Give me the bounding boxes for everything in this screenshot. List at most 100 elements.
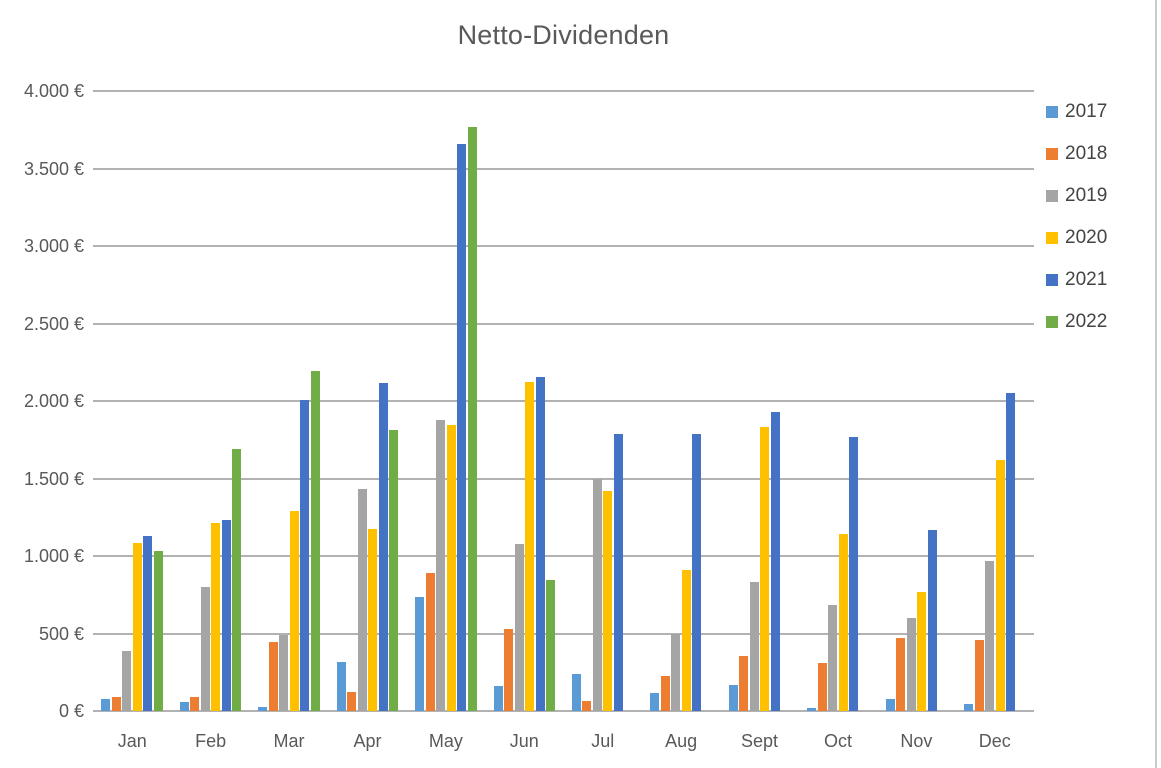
bar-2017-oct — [807, 707, 817, 711]
bar-2022-feb — [232, 449, 242, 711]
legend-label: 2018 — [1065, 143, 1108, 164]
x-axis-label-apr: Apr — [353, 731, 382, 751]
legend-swatch-2018 — [1046, 148, 1058, 160]
bar-2021-may — [457, 143, 467, 711]
legend-item-2020: 2020 — [1046, 226, 1107, 250]
gridline-3000 — [93, 245, 1034, 247]
bar-2018-sept — [739, 655, 749, 711]
x-axis-label-mar: Mar — [273, 731, 305, 751]
legend-item-2021: 2021 — [1046, 268, 1107, 292]
bar-2019-nov — [906, 618, 916, 711]
legend-item-2019: 2019 — [1046, 184, 1107, 208]
bar-2017-dec — [964, 704, 974, 711]
bar-2020-feb — [211, 523, 221, 711]
bar-2018-apr — [347, 692, 357, 711]
x-axis-label-jan: Jan — [117, 731, 147, 751]
bar-2019-aug — [671, 633, 681, 711]
bar-2021-jul — [613, 433, 623, 711]
bar-2017-mar — [258, 707, 268, 711]
bar-2017-nov — [885, 698, 895, 711]
bar-2022-apr — [389, 429, 399, 711]
bar-2017-apr — [336, 662, 346, 711]
gridline-500 — [93, 632, 1034, 635]
gridline-1500 — [93, 477, 1034, 480]
bar-2018-jul — [582, 700, 592, 711]
y-axis-tick-label: 500 € — [38, 623, 84, 644]
gridline-0 — [93, 710, 1034, 712]
gridline-1000 — [93, 555, 1034, 557]
bar-2020-jun — [525, 381, 535, 711]
x-axis-label-oct: Oct — [823, 731, 852, 751]
legend-swatch-2019 — [1046, 190, 1058, 202]
bar-2017-jun — [493, 686, 503, 711]
bar-2019-apr — [357, 489, 367, 711]
legend-item-2022: 2022 — [1046, 310, 1107, 334]
bar-2019-jun — [514, 543, 524, 711]
bar-2017-jul — [571, 673, 581, 711]
bar-2017-aug — [650, 693, 660, 711]
bar-2020-apr — [368, 528, 378, 711]
legend-item-2017: 2017 — [1046, 100, 1107, 124]
bar-2019-sept — [749, 582, 759, 711]
bar-2018-may — [425, 573, 435, 711]
bar-2018-aug — [660, 676, 670, 711]
bar-2017-sept — [728, 685, 738, 711]
legend-label: 2021 — [1065, 269, 1108, 290]
bar-2019-mar — [279, 635, 289, 711]
bar-2020-mar — [289, 511, 299, 711]
x-axis-label-jul: Jul — [591, 731, 615, 751]
chart-title: Netto-Dividenden — [457, 20, 670, 50]
bar-2018-mar — [268, 642, 278, 711]
bar-2020-sept — [760, 427, 770, 711]
bar-2018-jun — [504, 628, 514, 711]
bar-2018-dec — [974, 639, 984, 711]
x-axis-label-nov: Nov — [900, 731, 933, 751]
bar-2018-oct — [817, 662, 827, 711]
bar-2018-nov — [896, 638, 906, 711]
bar-2017-feb — [179, 702, 189, 711]
legend-label: 2020 — [1065, 227, 1108, 248]
y-axis-tick-label: 0 € — [58, 701, 84, 721]
bar-2022-jun — [546, 580, 556, 711]
bar-2021-apr — [378, 383, 388, 711]
bar-2022-mar — [310, 370, 320, 711]
bar-2018-feb — [190, 697, 200, 711]
bar-2017-jan — [101, 698, 111, 711]
legend-item-2018: 2018 — [1046, 142, 1107, 166]
bar-2021-feb — [221, 520, 231, 711]
legend-label: 2017 — [1065, 101, 1108, 122]
bar-2019-jan — [122, 650, 132, 711]
bar-2020-nov — [917, 591, 927, 711]
y-axis-tick-label: 3.000 € — [23, 236, 84, 256]
x-axis-label-sept: Sept — [741, 731, 779, 751]
bar-2020-jan — [132, 542, 142, 711]
bar-2020-may — [446, 425, 456, 711]
bar-2019-oct — [828, 604, 838, 711]
bar-2020-dec — [995, 459, 1005, 711]
x-axis-label-dec: Dec — [978, 731, 1011, 751]
legend-swatch-2017 — [1046, 106, 1058, 118]
x-axis-label-feb: Feb — [195, 731, 227, 751]
bar-2021-sept — [770, 411, 780, 711]
right-border-line — [1155, 0, 1157, 768]
gridline-2500 — [93, 322, 1034, 325]
bar-2019-dec — [985, 561, 995, 711]
legend-swatch-2020 — [1046, 232, 1058, 244]
bar-2021-oct — [849, 437, 859, 711]
bar-2022-may — [467, 126, 477, 711]
legend-swatch-2022 — [1046, 316, 1058, 328]
legend-swatch-2021 — [1046, 274, 1058, 286]
bar-2018-jan — [111, 697, 121, 711]
bar-2021-jan — [143, 535, 153, 711]
bar-2021-mar — [300, 400, 310, 711]
bar-2022-jan — [153, 551, 163, 711]
y-axis-tick-label: 2.500 € — [23, 313, 84, 334]
bar-2021-jun — [535, 376, 545, 711]
bar-2017-may — [415, 597, 425, 711]
bar-2019-may — [436, 420, 446, 711]
bar-2019-feb — [200, 587, 210, 711]
bar-2019-jul — [592, 478, 602, 711]
x-axis-label-may: May — [428, 731, 463, 751]
